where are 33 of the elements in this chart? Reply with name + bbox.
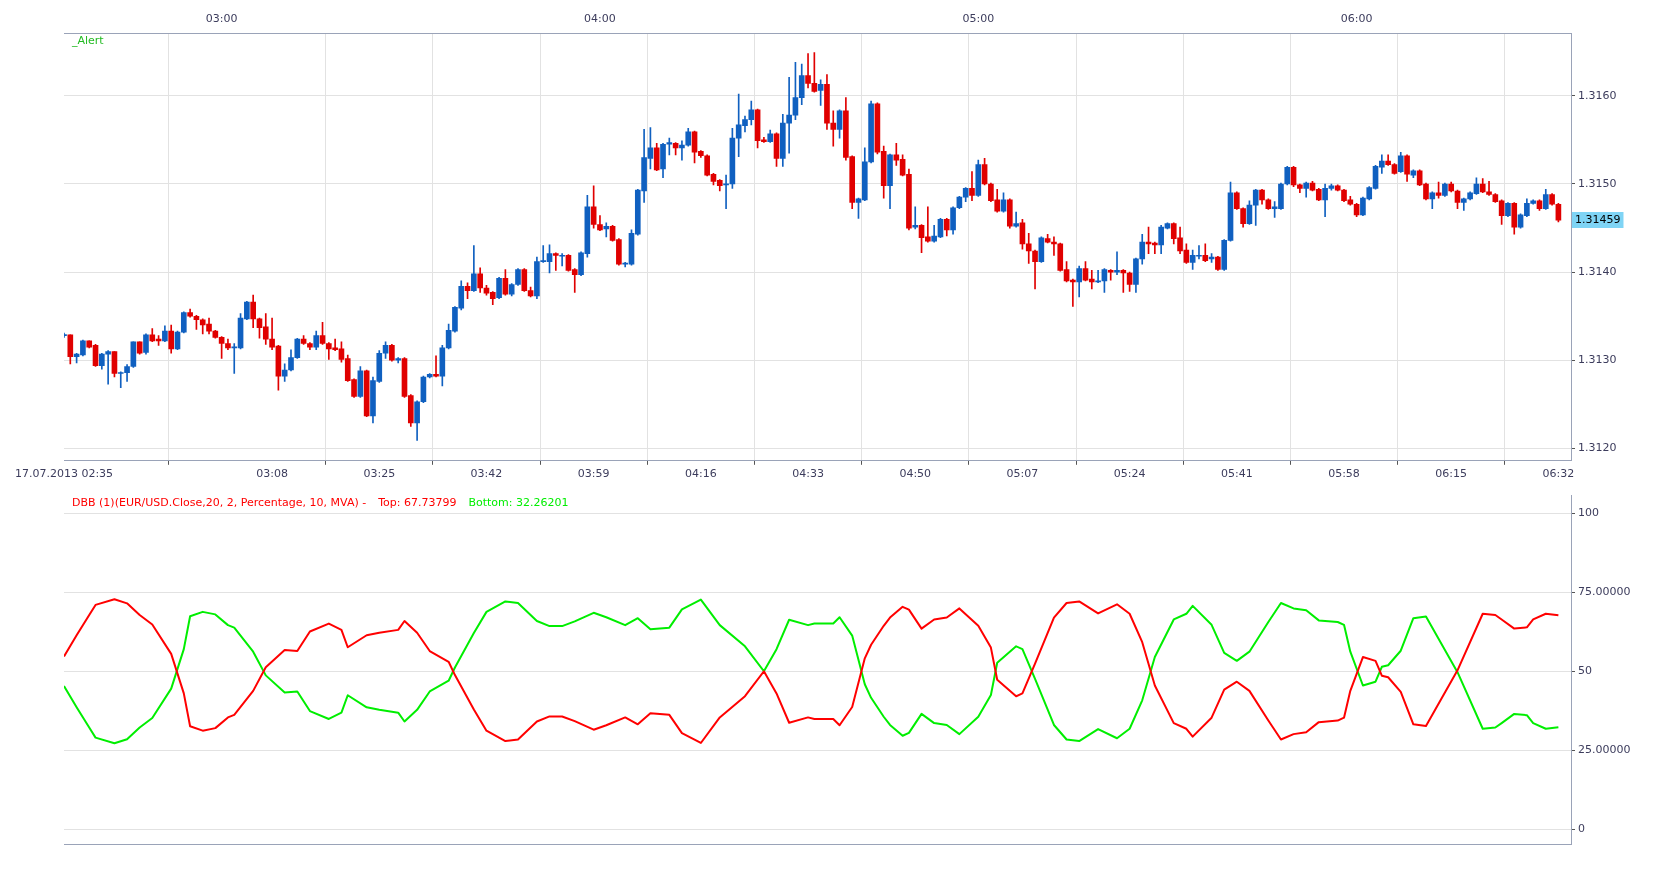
y-tick-label: 50: [1578, 664, 1592, 678]
x2-tick-label: 03:00: [205, 12, 238, 26]
annotation: _Alert: [71, 33, 105, 47]
x-tick-label: 05:58: [1328, 467, 1360, 481]
x2-tick-label: 04:00: [584, 12, 616, 26]
y-tick-label: 0: [1578, 822, 1585, 836]
text: 1.31459: [1575, 212, 1621, 226]
y-tick-label: 1.3150: [1578, 176, 1617, 190]
y-tick-label: 75.00000: [1578, 585, 1631, 599]
x-tick-label: 17.07.2013 02:35: [14, 467, 114, 481]
x2-tick-label: 05:00: [962, 12, 995, 26]
x-tick-label: 05:07: [1006, 467, 1039, 481]
y-tick-label: 25.00000: [1578, 743, 1631, 757]
y-tick-label: 1.3160: [1578, 88, 1617, 102]
x-tick-label: 04:16: [685, 467, 717, 481]
x2-tick-label: 06:00: [1340, 12, 1373, 26]
x-tick-label: 03:25: [363, 467, 396, 481]
x-tick-label: 06:15: [1435, 467, 1468, 481]
x-tick-label: 05:41: [1220, 467, 1253, 481]
x-tick-label: 03:59: [577, 467, 610, 481]
y-tick-label: 1.3130: [1578, 353, 1617, 367]
x-tick-label: 04:33: [792, 467, 824, 481]
x-tick-label: 03:08: [256, 467, 288, 481]
text: Bottom: 32.26201: [468, 495, 569, 509]
y-tick-label: 1.3140: [1578, 264, 1617, 278]
x-tick-label: 04:50: [899, 467, 932, 481]
y-tick-label: 1.3120: [1578, 441, 1617, 455]
chart-title: DBB (1)(EUR/USD.Close,20, 2, Percentage, 10, MVA) -: [72, 495, 367, 509]
x-tick-label: 03:42: [470, 467, 503, 481]
x-tick-label: 05:24: [1113, 467, 1146, 481]
y-tick-label: 100: [1578, 506, 1599, 520]
x-tick-label: 06:32: [1542, 467, 1575, 481]
text: Top: 67.73799: [377, 495, 457, 509]
